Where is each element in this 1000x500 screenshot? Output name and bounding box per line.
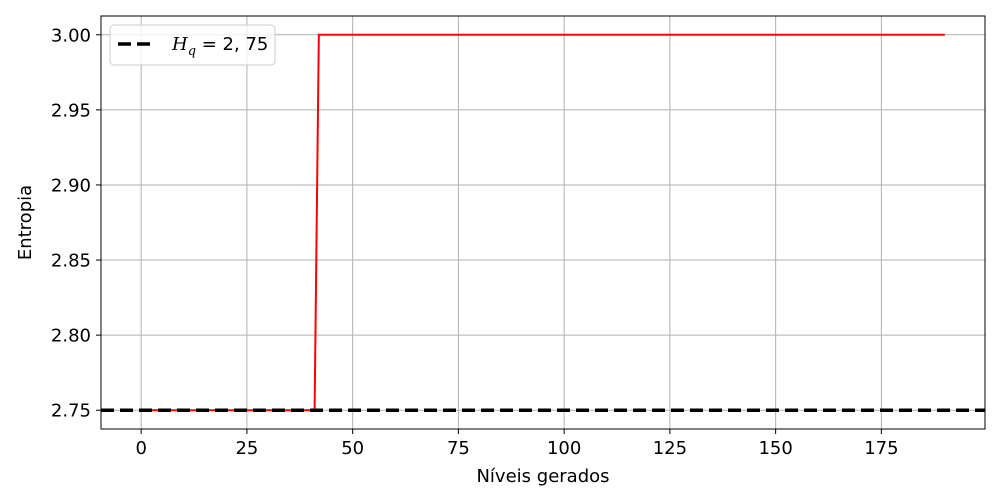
x-tick-label: 25 xyxy=(235,438,258,459)
x-tick-label: 0 xyxy=(135,438,146,459)
x-tick-label: 150 xyxy=(758,438,792,459)
y-tick-label: 2.85 xyxy=(51,251,91,272)
legend-label: Hq = 2, 75 xyxy=(171,34,268,59)
y-tick-label: 2.75 xyxy=(51,401,91,422)
y-axis-label: Entropia xyxy=(15,185,36,260)
legend: Hq = 2, 75 xyxy=(109,24,276,66)
x-axis-label: Níveis gerados xyxy=(476,466,609,487)
y-tick-label: 2.80 xyxy=(51,326,91,347)
x-tick-label: 100 xyxy=(547,438,581,459)
x-tick-label: 125 xyxy=(653,438,687,459)
plot-frame xyxy=(100,15,986,430)
y-tick-label: 3.00 xyxy=(51,25,91,46)
series-layer xyxy=(101,33,985,412)
y-axis-ticks: 2.75 2.80 2.85 2.90 2.95 3.00 xyxy=(51,25,101,422)
x-tick-label: 50 xyxy=(341,438,364,459)
legend-box xyxy=(109,24,276,66)
x-tick-label: 175 xyxy=(864,438,898,459)
x-tick-label: 75 xyxy=(447,438,470,459)
y-tick-label: 2.90 xyxy=(51,175,91,196)
x-axis-ticks: 0 25 50 75 100 125 150 175 xyxy=(135,429,899,459)
y-tick-label: 2.95 xyxy=(51,100,91,121)
